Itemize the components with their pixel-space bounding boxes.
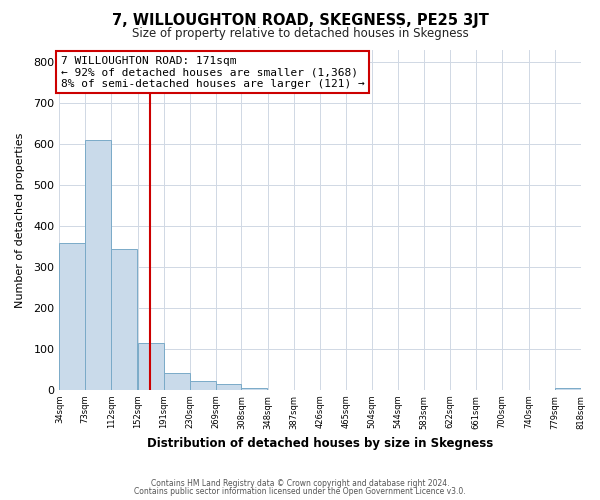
Text: 7, WILLOUGHTON ROAD, SKEGNESS, PE25 3JT: 7, WILLOUGHTON ROAD, SKEGNESS, PE25 3JT xyxy=(112,12,488,28)
X-axis label: Distribution of detached houses by size in Skegness: Distribution of detached houses by size … xyxy=(147,437,493,450)
Bar xyxy=(215,384,241,390)
Bar xyxy=(111,250,137,390)
Text: Size of property relative to detached houses in Skegness: Size of property relative to detached ho… xyxy=(131,28,469,40)
Bar xyxy=(190,381,215,390)
Y-axis label: Number of detached properties: Number of detached properties xyxy=(15,132,25,308)
Text: Contains HM Land Registry data © Crown copyright and database right 2024.: Contains HM Land Registry data © Crown c… xyxy=(151,478,449,488)
Bar xyxy=(59,243,85,390)
Bar xyxy=(554,388,581,390)
Bar xyxy=(85,140,111,390)
Bar xyxy=(164,374,190,390)
Bar xyxy=(138,343,164,390)
Text: Contains public sector information licensed under the Open Government Licence v3: Contains public sector information licen… xyxy=(134,487,466,496)
Text: 7 WILLOUGHTON ROAD: 171sqm
← 92% of detached houses are smaller (1,368)
8% of se: 7 WILLOUGHTON ROAD: 171sqm ← 92% of deta… xyxy=(61,56,364,89)
Bar xyxy=(241,388,268,390)
